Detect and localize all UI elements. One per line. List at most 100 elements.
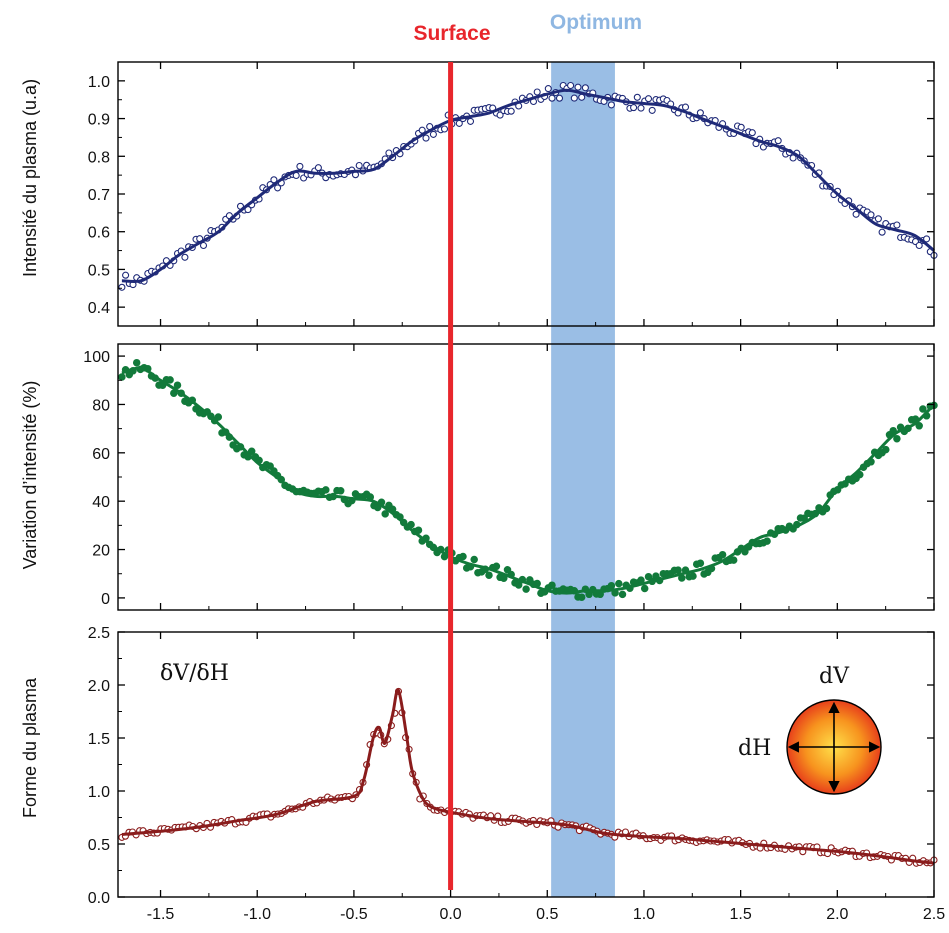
data-point bbox=[496, 111, 504, 119]
ytick-label-shape: 0.0 bbox=[88, 890, 110, 907]
data-point bbox=[852, 210, 860, 218]
data-point bbox=[214, 413, 223, 421]
background-markers bbox=[551, 62, 615, 897]
data-point bbox=[893, 221, 901, 229]
data-point bbox=[570, 94, 578, 102]
ytick-label-shape: 2.5 bbox=[88, 625, 110, 642]
scatter-points-variation bbox=[118, 358, 938, 601]
optimum-band bbox=[551, 62, 615, 897]
data-point bbox=[507, 107, 515, 115]
ytick-label-intensity: 0.5 bbox=[88, 262, 110, 279]
ytick-label-variation: 100 bbox=[83, 349, 110, 366]
data-point bbox=[422, 134, 430, 142]
ytick-label-variation: 60 bbox=[92, 446, 110, 463]
scatter-points-intensity bbox=[118, 81, 938, 291]
data-point bbox=[173, 381, 182, 389]
data-point bbox=[919, 405, 927, 413]
data-point bbox=[544, 85, 552, 93]
data-point bbox=[915, 241, 923, 250]
surface-label: Surface bbox=[413, 22, 490, 45]
ytick-label-intensity: 0.4 bbox=[88, 300, 110, 317]
xtick-label: 0.5 bbox=[536, 906, 558, 923]
ylabel-intensity: Intensité du plasma (u.a) bbox=[20, 79, 40, 277]
data-point bbox=[789, 154, 797, 162]
xtick-label: -1.0 bbox=[243, 906, 271, 923]
xtick-label: 2.5 bbox=[923, 906, 945, 923]
inset-dh-label: dH bbox=[738, 736, 771, 761]
data-point bbox=[555, 94, 564, 102]
data-point bbox=[385, 149, 393, 157]
data-point bbox=[874, 215, 882, 223]
data-point bbox=[674, 566, 682, 574]
data-point bbox=[533, 88, 541, 96]
data-point bbox=[640, 584, 649, 593]
data-point bbox=[867, 211, 875, 219]
ytick-label-shape: 1.5 bbox=[88, 731, 110, 748]
data-point bbox=[878, 228, 886, 236]
ytick-label-variation: 0 bbox=[101, 591, 110, 608]
data-point bbox=[915, 422, 923, 430]
data-point bbox=[577, 593, 586, 601]
data-point bbox=[459, 552, 467, 561]
data-point bbox=[578, 93, 586, 101]
optimum-label: Optimum bbox=[550, 11, 642, 34]
data-point bbox=[266, 462, 274, 470]
data-point bbox=[607, 581, 616, 590]
series-line-intensity bbox=[121, 88, 935, 284]
data-point bbox=[923, 235, 931, 243]
data-point bbox=[633, 93, 641, 101]
data-point bbox=[355, 161, 363, 170]
xtick-label: -0.5 bbox=[340, 906, 368, 923]
data-point bbox=[689, 572, 697, 580]
data-point bbox=[314, 164, 322, 172]
series-line-shape bbox=[121, 688, 935, 865]
data-point bbox=[466, 117, 475, 125]
intensity-panel: 0.4 0.5 0.6 0.7 0.8 0.9 1.0 bbox=[88, 61, 938, 327]
data-point bbox=[166, 376, 174, 384]
ytick-label-intensity: 0.8 bbox=[88, 149, 110, 166]
data-point bbox=[336, 487, 345, 495]
xtick-label: 0.0 bbox=[439, 906, 461, 923]
data-point bbox=[296, 162, 304, 170]
data-point bbox=[681, 103, 690, 111]
variation-panel: 0 20 40 60 80 100 bbox=[83, 343, 938, 611]
data-point bbox=[492, 562, 501, 571]
data-point bbox=[118, 373, 126, 381]
data-point bbox=[199, 241, 208, 250]
data-point bbox=[607, 101, 615, 109]
data-point bbox=[567, 81, 575, 90]
data-point bbox=[455, 119, 463, 127]
ytick-label-shape: 2.0 bbox=[88, 678, 110, 695]
data-point bbox=[514, 581, 523, 589]
ylabel-variation: Variation d’intensité (%) bbox=[20, 381, 40, 570]
data-point bbox=[618, 590, 627, 599]
data-point bbox=[429, 130, 437, 138]
ytick-label-variation: 80 bbox=[92, 397, 110, 414]
shape-annotation: δV/δH bbox=[160, 661, 229, 686]
inset-dv-label: dV bbox=[819, 664, 850, 689]
xtick-label: 1.0 bbox=[633, 906, 655, 923]
data-point bbox=[470, 555, 478, 564]
data-point bbox=[247, 447, 256, 456]
data-point bbox=[696, 109, 704, 117]
xtick-label: 2.0 bbox=[826, 906, 848, 923]
data-point bbox=[856, 470, 864, 479]
data-point bbox=[548, 581, 556, 589]
data-point bbox=[122, 271, 130, 279]
data-point bbox=[132, 358, 141, 367]
ytick-label-intensity: 1.0 bbox=[88, 74, 110, 91]
data-point bbox=[485, 571, 493, 579]
data-point bbox=[615, 579, 623, 588]
ytick-label-variation: 40 bbox=[92, 494, 110, 511]
data-point bbox=[718, 550, 727, 559]
data-point bbox=[522, 585, 530, 593]
data-point bbox=[440, 125, 449, 133]
data-point bbox=[381, 510, 389, 518]
data-point bbox=[774, 137, 782, 145]
xtick-label: -1.5 bbox=[147, 906, 175, 923]
data-point bbox=[737, 123, 745, 131]
ytick-label-shape: 1.0 bbox=[88, 784, 110, 801]
data-point bbox=[748, 129, 756, 137]
data-point bbox=[882, 445, 890, 454]
